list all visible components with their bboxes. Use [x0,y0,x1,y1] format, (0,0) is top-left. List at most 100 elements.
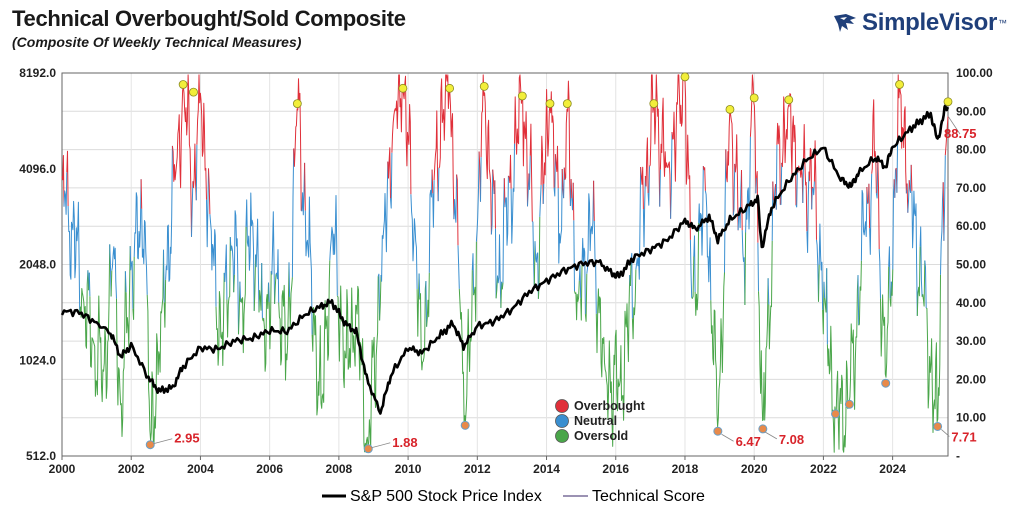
overbought-high-marker [725,104,735,114]
technical-score-line-segment [380,161,389,282]
chart-title: Technical Overbought/Sold Composite [12,6,406,31]
overbought-high-marker [292,99,302,109]
technical-score-line-segment [238,281,241,335]
technical-score-line-segment [110,270,113,297]
technical-score-line-segment [124,271,127,293]
technical-score-line-segment [744,232,747,306]
technical-score-line-segment [475,151,480,242]
technical-score-line-segment [390,152,393,209]
legend-label: Oversold [574,429,628,443]
technical-score-line-segment [534,241,539,299]
technical-score-line-segment [593,180,595,222]
technical-score-line-segment [889,281,892,307]
bottom-legend-label: Technical Score [592,488,705,505]
technical-score-line-segment [557,168,563,264]
technical-score-line-segment [924,260,927,309]
technical-score-line-segment [894,169,896,198]
technical-score-line-segment [490,169,494,235]
technical-score-line-segment [418,273,421,300]
technical-score-line-segment [543,89,555,188]
technical-score-line-segment [640,166,644,210]
oversold-low-marker [881,378,891,388]
technical-score-line-segment [780,162,783,206]
overbought-high-marker [445,83,455,93]
technical-score-line-segment [416,273,420,337]
technical-score-line-segment [431,169,434,194]
technical-score-line-segment [196,74,207,200]
y-right-tick-label: 100.00 [956,66,993,80]
technical-score-line-segment [776,122,781,205]
technical-score-line-segment [578,265,582,299]
technical-score-line-segment [494,180,496,229]
technical-score-line-segment [767,278,770,305]
technical-score-line-segment [336,276,379,453]
technical-score-line-segment [507,154,512,189]
technical-score-line-segment [129,246,134,309]
oversold-low-marker [933,421,943,431]
overbought-high-marker [749,93,759,103]
technical-score-line-segment [141,208,148,295]
oversold-low-marker [831,409,841,419]
technical-score-line-segment [426,272,430,327]
annotation-leader [371,442,391,449]
technical-score-line-segment [659,169,661,207]
technical-score-line-segment [261,282,269,372]
technical-score-line-segment [226,237,231,338]
technical-score-line-segment [425,281,428,327]
x-tick-label: 2010 [395,462,422,476]
technical-score-line-segment [822,281,825,335]
technical-score-line-segment [818,264,820,302]
technical-score-line-segment [694,222,700,316]
technical-score-line-segment [734,134,739,231]
technical-score-line-segment [480,74,492,235]
overbought-high-marker [178,80,188,89]
technical-score-line-segment [725,108,734,216]
technical-score-line-segment [702,166,706,191]
brand-trademark: ™ [997,18,1007,28]
legend-label: Overbought [574,399,646,413]
technical-score-line-segment [63,172,68,215]
technical-score-line-segment [563,80,571,207]
technical-score-line-segment [223,244,228,300]
y-left-tick-label: 4096.0 [19,162,56,176]
technical-score-line-segment [500,281,503,308]
oversold-low-marker [713,426,723,436]
technical-score-line-segment [741,230,746,306]
technical-score-line-segment [67,200,81,314]
technical-score-line-segment [875,157,879,199]
technical-score-line-segment [826,275,859,453]
technical-score-line-segment [531,221,535,289]
technical-score-line-segment [504,175,509,246]
technical-score-line-segment [542,183,545,204]
technical-score-line-segment [808,147,813,210]
plot-frame [61,72,949,457]
technical-score-line-segment [208,168,211,215]
x-tick-label: 2006 [256,462,283,476]
technical-score-line-segment [811,186,813,210]
oversold-low-marker [758,424,768,434]
technical-score-line-segment [510,143,515,244]
technical-score-line-segment [233,274,235,293]
technical-score-line-segment [419,281,427,371]
technical-score-line-segment [710,272,725,428]
technical-score-line-segment [163,249,165,303]
technical-score-line-segment [195,144,198,201]
technical-score-line-segment [919,226,923,297]
technical-score-line-segment [270,211,276,304]
technical-score-line-segment [458,270,473,424]
eagle-icon [834,14,856,32]
technical-score-line-segment [239,281,242,302]
technical-score-line-segment [944,116,949,156]
x-tick-label: 2018 [672,462,699,476]
technical-score-line-segment [253,254,257,311]
overbought-high-marker [189,87,198,97]
technical-score-line-segment [824,268,828,313]
technical-score-line-segment [644,137,649,194]
annotation-leader [941,429,950,437]
legend-label: Neutral [574,414,617,428]
technical-score-line-segment [813,140,817,240]
technical-score-line-segment [691,256,695,299]
technical-score-line-segment [823,281,826,299]
technical-score-line-segment [79,270,89,349]
